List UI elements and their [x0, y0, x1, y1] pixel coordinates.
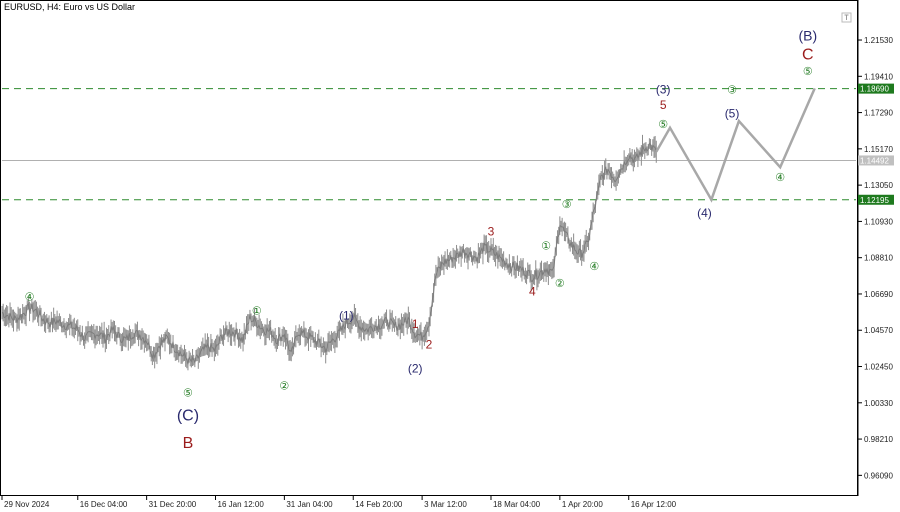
x-tick-label: 3 Mar 12:00: [424, 500, 467, 509]
wave-label: ⑤: [183, 387, 193, 399]
level-tag: [858, 194, 894, 205]
x-tick-label: 31 Dec 20:00: [149, 500, 197, 509]
y-tick-label: 1.13050: [864, 181, 893, 190]
wave-label: ⑤: [658, 119, 668, 131]
wave-label: ④: [775, 172, 785, 184]
y-tick-label: 1.21530: [864, 36, 893, 45]
wave-label: ③: [727, 85, 737, 97]
price-series: [1, 134, 657, 371]
x-tick-label: 18 Mar 04:00: [493, 500, 541, 509]
wave-label: 4: [529, 285, 536, 299]
wave-label: (1): [339, 308, 354, 322]
price-line: [1, 142, 657, 365]
y-tick-label: 1.00330: [864, 399, 893, 408]
x-tick-label: 29 Nov 2024: [4, 500, 50, 509]
wave-label: (3): [656, 83, 671, 97]
y-tick-label: 1.15170: [864, 145, 893, 154]
wave-label: B: [183, 435, 194, 452]
y-tick-label: 1.19410: [864, 72, 893, 81]
x-tick-label: 16 Jan 12:00: [218, 500, 265, 509]
x-tick-label: 1 Apr 20:00: [562, 500, 603, 509]
wave-label: ②: [555, 278, 565, 290]
x-tick-label: 16 Apr 12:00: [631, 500, 677, 509]
x-axis: 29 Nov 2024 16 Dec 04:00 31 Dec 20:00 16 Ja…: [1, 496, 677, 509]
wave-label: (5): [725, 107, 740, 121]
wave-label: ⑤: [803, 66, 813, 78]
current-price-label: 1.14492: [860, 156, 889, 165]
level-tag: [858, 83, 894, 94]
x-tick-label: 14 Feb 20:00: [355, 500, 403, 509]
wave-label: ①: [252, 305, 262, 317]
horizontal-levels: 1.14492 1.18690 1.12195: [2, 83, 894, 205]
wave-label: 1: [412, 317, 419, 331]
wave-label: (C): [177, 407, 199, 424]
y-tick-label: 0.96090: [864, 471, 893, 480]
wave-label: 5: [660, 98, 667, 112]
level-label: 1.12195: [860, 196, 889, 205]
wave-label: C: [802, 46, 814, 63]
wave-label: (4): [697, 206, 712, 220]
x-tick-label: 16 Dec 04:00: [80, 500, 128, 509]
y-tick-label: 1.06690: [864, 290, 893, 299]
wave-label: ④: [589, 261, 599, 273]
y-tick-label: 1.17290: [864, 109, 893, 118]
wave-label: (2): [408, 362, 423, 376]
plot-frame: [0, 0, 858, 496]
wave-label: ①: [541, 240, 551, 252]
y-tick-label: 1.04570: [864, 326, 893, 335]
scroll-corner-icon[interactable]: [841, 12, 852, 23]
chart-title: EURUSD, H4: Euro vs US Dollar: [4, 2, 135, 12]
wave-label: ④: [25, 292, 35, 304]
forecast-line: [655, 87, 816, 203]
wave-label: (B): [798, 28, 817, 44]
x-tick-label: 31 Jan 04:00: [286, 500, 333, 509]
current-price-tag: [858, 155, 894, 166]
wave-label: 2: [426, 338, 433, 352]
wave-label: ③: [562, 199, 572, 211]
wave-label: 3: [488, 225, 495, 239]
y-tick-label: 1.10930: [864, 217, 893, 226]
y-tick-label: 1.02450: [864, 363, 893, 372]
y-tick-label: 0.98210: [864, 435, 893, 444]
level-label: 1.18690: [860, 85, 889, 94]
wave-labels: ④ ⑤ (C) B ① ② (1) 12(2) 3 4 ① ② ③ ④ (3)5 ⑤ (4) ③ (5) ④ (B) C ⑤: [25, 28, 818, 452]
y-axis: 1.21530 1.19410 1.17290 1.15170 1.13050 1.109…: [858, 36, 893, 480]
y-tick-label: 1.08810: [864, 254, 893, 263]
forecast-path: [655, 87, 816, 203]
wave-label: ②: [279, 381, 289, 393]
